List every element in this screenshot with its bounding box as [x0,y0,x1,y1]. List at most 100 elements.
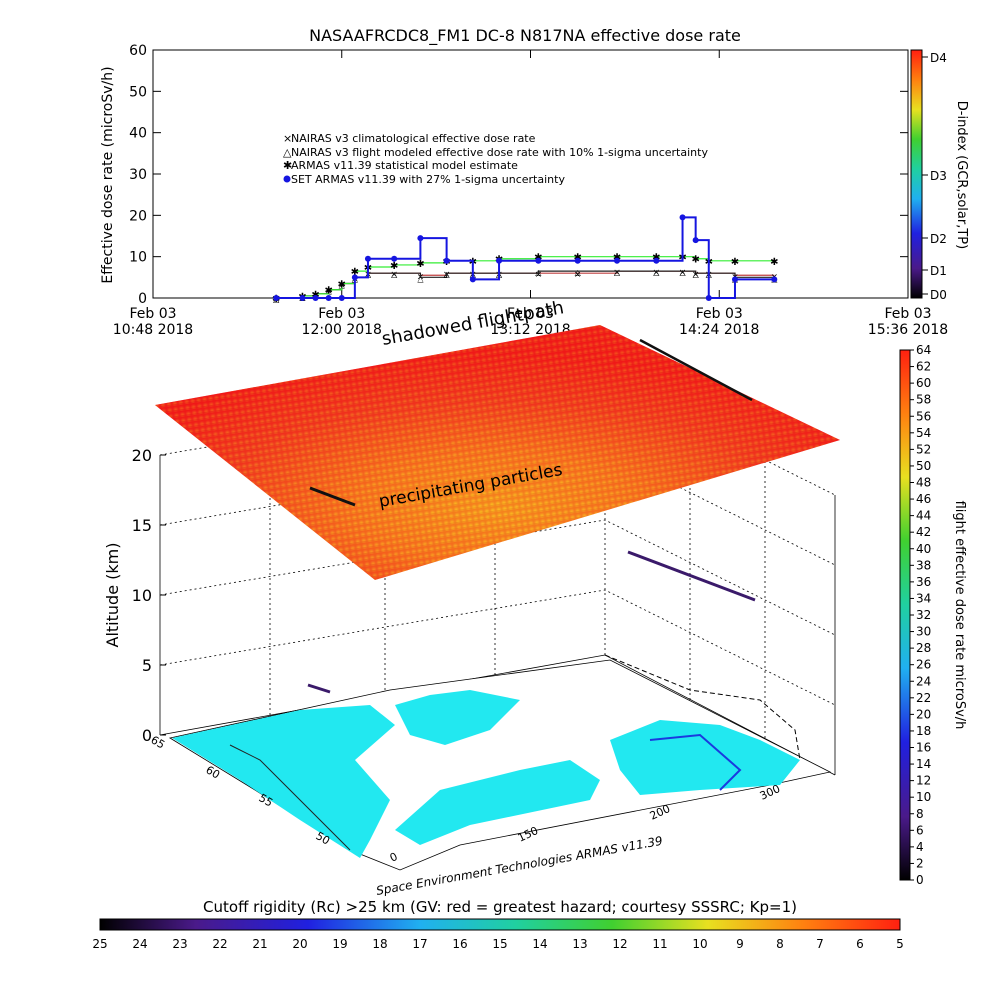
series-armas-stat-line [276,256,775,299]
rigidity-tick-label: 18 [372,937,387,951]
series-set-armas [273,214,778,301]
data-point [705,295,712,301]
dose-colorbar-tick-label: 22 [916,691,931,705]
top-y-axis-label: Effective dose rate (microSv/h) [100,66,116,283]
data-point [574,257,581,264]
rigidity-tick-label: 5 [896,937,904,951]
lat-tick-label: 55 [257,791,276,809]
lat-tick-label: 50 [314,829,333,847]
top-legend: × NAIRAS v3 climatological effective dos… [283,132,708,186]
data-point [325,295,332,301]
rigidity-tick-label: 6 [856,937,864,951]
land-south [395,760,600,845]
x-tick-label-date: Feb 03 [696,306,743,322]
data-point [443,257,450,264]
data-point [391,255,398,262]
data-point [653,257,660,264]
rigidity-tick-label: 23 [172,937,187,951]
dose-colorbar-tick-label: 24 [916,674,931,688]
legend-item-armas-stat: ✱ ARMAS v11.39 statistical model estimat… [283,159,518,172]
dindex-tick-label: D1 [930,264,947,278]
dose-colorbar-tick-label: 54 [916,426,931,440]
dose-colorbar [899,349,911,881]
x-tick-label-date: Feb 03 [507,306,554,322]
data-point: ✱ [324,286,332,297]
data-point: × [574,270,582,280]
flight-track-segment-3 [307,683,331,694]
dose-colorbar-tick-label: 52 [916,442,931,456]
rigidity-tick-label: 14 [532,937,547,951]
data-point: △ [693,270,700,279]
y-tick-label: 10 [129,250,147,266]
data-point [338,295,345,301]
ground-map [168,659,832,871]
dose-colorbar-tick-label: 46 [916,492,931,506]
dindex-tick-label: D0 [930,288,947,302]
dose-colorbar-tick-label: 36 [916,575,931,589]
dose-colorbar-tick-label: 62 [916,360,931,374]
flight-track-segment-2 [309,486,356,507]
rigidity-tick-label: 8 [776,937,784,951]
legend-item-set-armas: SET ARMAS v11.39 with 27% 1-sigma uncert… [283,173,565,186]
legend-marker-triangle: △ [283,146,292,159]
rigidity-tick-label: 10 [692,937,707,951]
dose-colorbar-tick-label: 28 [916,641,931,655]
y-tick-label: 30 [129,167,147,183]
legend-marker-star: ✱ [283,159,292,172]
dose-colorbar-tick-label: 2 [916,856,924,870]
dose-colorbar-tick-label: 60 [916,376,931,390]
legend-item-nairas-clim: × NAIRAS v3 climatological effective dos… [283,132,536,145]
dose-colorbar-tick-label: 34 [916,591,931,605]
data-point [535,257,542,264]
data-point: ✱ [731,257,739,268]
data-point: × [613,268,621,278]
rigidity-tick-label: 7 [816,937,824,951]
dose-colorbar-tick-label: 12 [916,774,931,788]
data-point [771,276,778,283]
rigidity-tick-label: 22 [212,937,227,951]
z-tick-label: 10 [132,586,152,605]
x-tick-label-time: 14:24 2018 [679,322,759,338]
data-point: △ [653,268,660,277]
rigidity-colorbar [99,918,901,931]
rigidity-tick-label: 21 [252,937,267,951]
land-greenland [172,705,395,858]
legend-item-nairas-flight: △ NAIRAS v3 flight modeled effective dos… [283,146,708,159]
data-point: × [679,268,687,278]
z-tick-label: 5 [142,656,152,675]
dose-colorbar-label: flight effective dose rate microSv/h [952,501,967,730]
z-tick-label: 0 [142,726,152,745]
lat-tick-label: 65 [149,733,168,751]
dose-colorbar-tick-label: 6 [916,823,924,837]
dindex-tick-label: D3 [930,169,947,183]
dose-colorbar-tick-label: 44 [916,509,931,523]
dindex-colorbar [910,49,923,299]
dose-colorbar-tick-label: 64 [916,343,931,357]
chart-title: NASAAFRCDC8_FM1 DC-8 N817NA effective do… [309,26,741,46]
legend-marker-dot [283,175,291,183]
x-tick-label-time: 10:48 2018 [113,322,193,338]
lat-tick-label: 60 [204,763,223,781]
y-tick-label: 60 [129,43,147,59]
z-tick-label: 20 [132,446,152,465]
rigidity-colorbar-title: Cutoff rigidity (Rc) >25 km (GV: red = g… [203,898,797,916]
dose-colorbar-tick-label: 20 [916,707,931,721]
x-tick-label-date: Feb 03 [129,306,176,322]
flight-track-segment-1 [627,550,756,602]
flight-tracks [307,338,801,761]
data-point: × [535,270,543,280]
data-point [731,276,738,283]
data-point: ✱ [338,280,346,291]
data-point: △ [614,268,621,277]
z-tick-label: 15 [132,516,152,535]
dose-colorbar-tick-label: 30 [916,625,931,639]
rigidity-tick-label: 16 [452,937,467,951]
dose-colorbar-tick-label: 14 [916,757,931,771]
dose-colorbar-tick-label: 48 [916,476,931,490]
legend-marker-x: × [283,132,292,145]
data-point: △ [575,268,582,277]
